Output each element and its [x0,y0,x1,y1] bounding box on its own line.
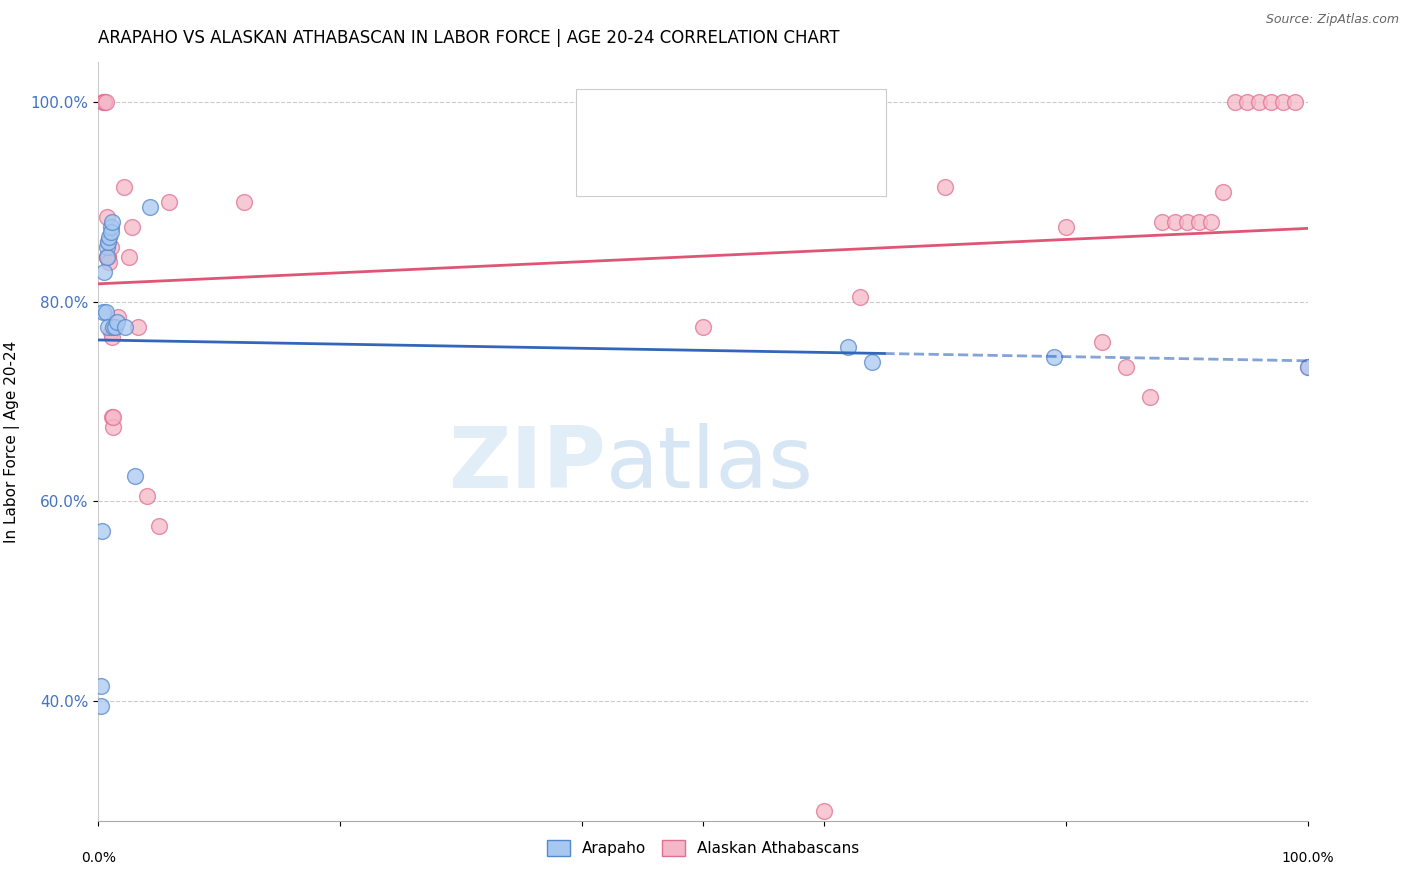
Point [97,250,120,264]
Point [1260,95,1282,110]
Point [105,315,128,329]
Text: Source: ZipAtlas.com: Source: ZipAtlas.com [1265,13,1399,27]
Point [1223,95,1246,110]
Point [139,200,162,214]
Point [97,250,120,264]
Point [1296,359,1319,374]
Legend: Arapaho, Alaskan Athabascans: Arapaho, Alaskan Athabascans [541,834,865,863]
Text: N = 55: N = 55 [766,145,834,162]
Point [94,305,117,319]
Point [1091,334,1114,349]
Point [1249,95,1271,110]
Point [90,698,112,713]
Y-axis label: In Labor Force | Age 20-24: In Labor Force | Age 20-24 [4,341,20,542]
Point [1199,215,1222,229]
Point [1188,215,1211,229]
Point [91,305,114,319]
Point [90,679,112,693]
Point [100,225,122,239]
Point [94,95,117,110]
Point [107,310,129,324]
Point [104,319,127,334]
Point [157,195,180,210]
Text: R =  0.127: R = 0.127 [637,145,733,162]
Point [934,180,956,194]
Point [1236,95,1258,110]
Point [100,240,122,254]
Point [1152,215,1174,229]
Text: R = 0.039: R = 0.039 [637,109,727,127]
Point [93,95,115,110]
Point [114,319,136,334]
Point [96,210,118,224]
Point [91,95,114,110]
Point [112,180,135,194]
Point [1139,390,1161,404]
Point [1284,95,1306,110]
Text: ARAPAHO VS ALASKAN ATHABASCAN IN LABOR FORCE | AGE 20-24 CORRELATION CHART: ARAPAHO VS ALASKAN ATHABASCAN IN LABOR F… [98,29,839,47]
Point [1054,220,1077,235]
Point [100,409,122,424]
Text: atlas: atlas [606,423,814,506]
Point [93,265,115,279]
Point [96,250,118,264]
Point [849,290,872,304]
Point [118,250,141,264]
Point [91,524,114,539]
Text: ZIP: ZIP [449,423,606,506]
Point [101,419,124,434]
Point [98,255,121,269]
Point [135,490,157,504]
Text: 0.0%: 0.0% [82,851,115,865]
Point [127,319,149,334]
Text: 100.0%: 100.0% [1281,851,1334,865]
Point [1272,95,1295,110]
Point [97,235,120,249]
Point [100,220,122,235]
Point [1175,215,1198,229]
Point [98,230,121,244]
Point [93,95,115,110]
Point [96,250,118,264]
Point [97,319,120,334]
Point [101,409,124,424]
Point [1042,350,1064,364]
Point [1115,359,1137,374]
Point [121,220,143,235]
Point [1163,215,1185,229]
Point [100,330,122,344]
Point [860,355,883,369]
Point [837,340,859,354]
Point [100,325,122,339]
Point [1212,185,1234,199]
Point [96,250,118,264]
Point [100,215,122,229]
Text: N = 24: N = 24 [766,109,834,127]
Point [813,804,835,818]
Point [148,519,170,533]
Point [232,195,254,210]
Point [1296,359,1319,374]
Point [692,319,714,334]
Point [124,469,146,483]
Point [96,240,118,254]
Point [101,319,124,334]
Point [97,235,120,249]
